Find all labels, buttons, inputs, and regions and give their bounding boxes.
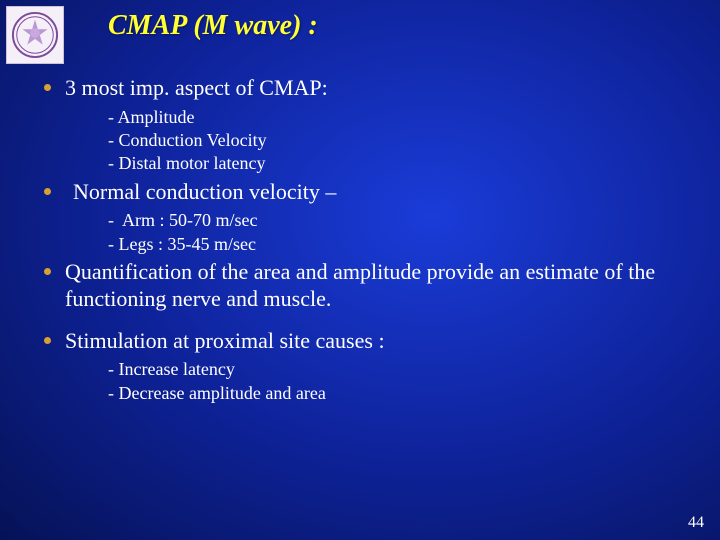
bullet-dot-icon (44, 337, 51, 344)
sub-list: - Increase latency - Decrease amplitude … (108, 358, 690, 405)
bullet-text: 3 most imp. aspect of CMAP: (65, 74, 690, 102)
bullet-text: Quantification of the area and amplitude… (65, 258, 690, 313)
bullet-dot-icon (44, 268, 51, 275)
sub-item: - Increase latency (108, 358, 690, 381)
sub-item: - Distal motor latency (108, 152, 690, 175)
slide-content: 3 most imp. aspect of CMAP: - Amplitude … (44, 74, 690, 407)
emblem-icon (11, 11, 59, 59)
sub-item: - Amplitude (108, 106, 690, 129)
sub-list: - Amplitude - Conduction Velocity - Dist… (108, 106, 690, 176)
sub-list: - Arm : 50-70 m/sec - Legs : 35-45 m/sec (108, 209, 690, 256)
bullet-dot-icon (44, 188, 51, 195)
bullet-text: Normal conduction velocity – (73, 178, 690, 206)
bullet-item: Stimulation at proximal site causes : (44, 327, 690, 355)
sub-item: - Conduction Velocity (108, 129, 690, 152)
sub-item: - Decrease amplitude and area (108, 382, 690, 405)
institution-logo (6, 6, 64, 64)
sub-item: - Legs : 35-45 m/sec (108, 233, 690, 256)
bullet-item: 3 most imp. aspect of CMAP: (44, 74, 690, 102)
bullet-text: Stimulation at proximal site causes : (65, 327, 690, 355)
slide-title: CMAP (M wave) : (108, 10, 318, 42)
bullet-item: Normal conduction velocity – (44, 178, 690, 206)
slide-number: 44 (688, 514, 704, 532)
sub-item: - Arm : 50-70 m/sec (108, 209, 690, 232)
slide: CMAP (M wave) : 3 most imp. aspect of CM… (0, 0, 720, 540)
bullet-dot-icon (44, 84, 51, 91)
bullet-item: Quantification of the area and amplitude… (44, 258, 690, 313)
